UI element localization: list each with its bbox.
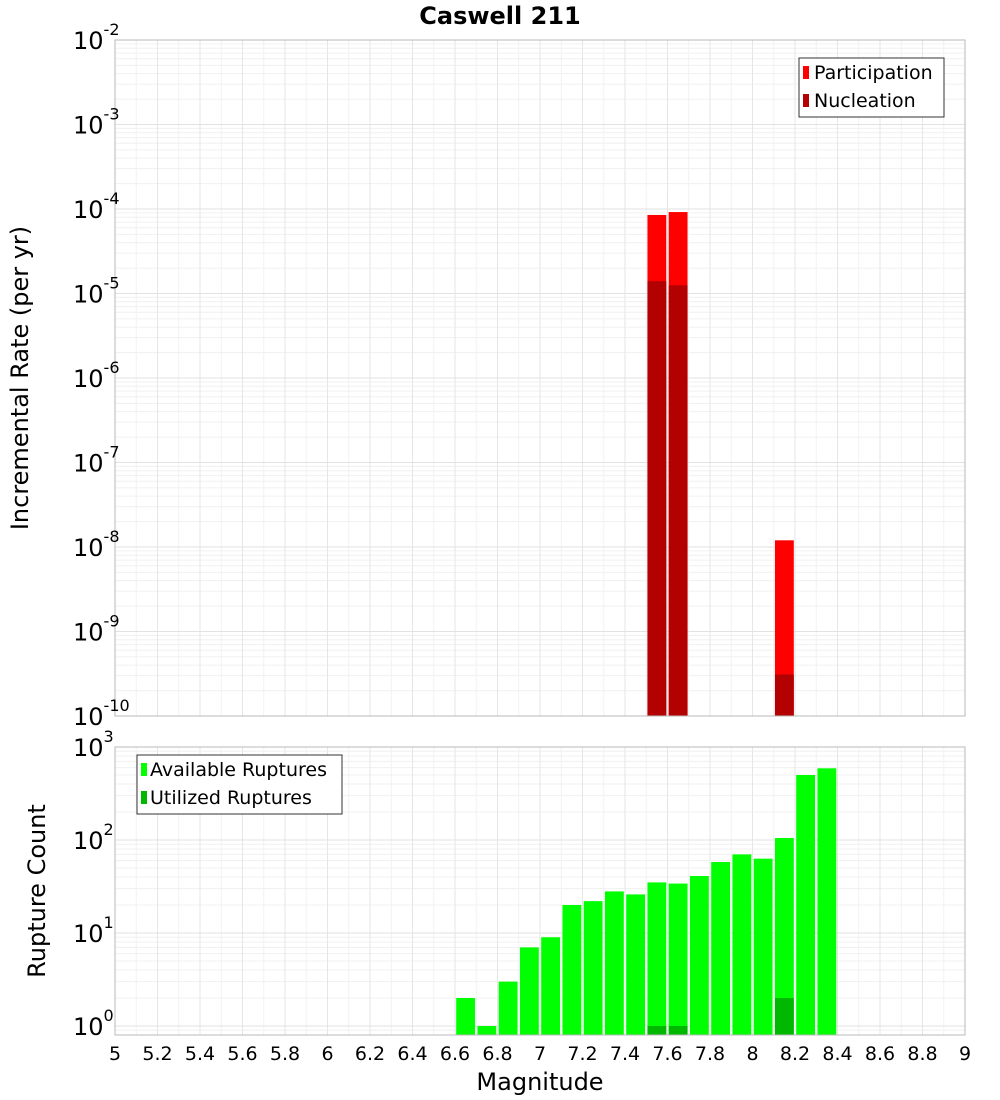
x-tick-label: 6	[321, 1043, 333, 1065]
bottom-y-ticks: 100 101 102 103	[73, 727, 114, 1041]
bar-available-ruptures	[711, 861, 731, 1035]
bar-available-ruptures	[774, 838, 794, 1035]
x-tick-label: 7.4	[610, 1043, 640, 1065]
y-tick-label: 10-5	[73, 274, 120, 309]
x-tick-label: 8.8	[907, 1043, 937, 1065]
y-tick-label: 10-7	[73, 443, 120, 478]
bar-available-ruptures	[668, 883, 688, 1035]
bar-available-ruptures	[647, 882, 667, 1035]
top-y-axis-label: Incremental Rate (per yr)	[6, 226, 34, 530]
y-tick-label: 10-6	[73, 358, 120, 393]
y-tick-label: 10-4	[73, 189, 120, 224]
bar-available-ruptures	[541, 937, 561, 1035]
x-tick-label: 8.2	[780, 1043, 810, 1065]
bar-nucleation	[774, 674, 794, 716]
top-bars	[647, 212, 794, 716]
x-tick-label: 5.4	[185, 1043, 215, 1065]
y-tick-label: 103	[73, 727, 114, 762]
x-tick-label: 8	[746, 1043, 758, 1065]
bar-available-ruptures	[456, 997, 476, 1035]
bottom-plot-frame	[114, 746, 966, 1036]
top-grid	[115, 39, 965, 717]
x-tick-label: 7.6	[652, 1043, 682, 1065]
y-tick-label: 10-8	[73, 527, 120, 562]
bottom-legend-box	[136, 754, 343, 815]
x-tick-label: 8.6	[865, 1043, 895, 1065]
y-tick-label: 100	[73, 1006, 114, 1041]
x-tick-label: 9	[959, 1043, 971, 1065]
bar-available-ruptures	[583, 901, 603, 1035]
bar-participation	[774, 540, 794, 716]
legend-label-available-ruptures: Available Ruptures	[150, 759, 327, 781]
top-legend: Participation Nucleation	[798, 57, 945, 118]
x-tick-label: 7	[534, 1043, 546, 1065]
bar-available-ruptures	[562, 904, 582, 1035]
x-tick-label: 8.4	[822, 1043, 852, 1065]
x-tick-label: 6.4	[397, 1043, 427, 1065]
legend-swatch-participation	[803, 66, 809, 79]
legend-swatch-utilized-ruptures	[141, 791, 147, 804]
top-y-ticks: 10-10 10-9 10-8 10-7 10-6 10-5 10-4 10-3 10-2	[73, 20, 130, 731]
x-tick-label: 6.2	[355, 1043, 385, 1065]
bar-available-ruptures	[626, 894, 646, 1035]
legend-swatch-available-ruptures	[141, 763, 147, 776]
x-tick-label: 7.8	[695, 1043, 725, 1065]
bottom-legend: Available Ruptures Utilized Ruptures	[136, 754, 343, 815]
legend-label-utilized-ruptures: Utilized Ruptures	[150, 787, 312, 809]
y-tick-label: 10-9	[73, 612, 120, 647]
bar-utilized-ruptures	[647, 1025, 667, 1035]
x-tick-label: 6.6	[440, 1043, 470, 1065]
bar-available-ruptures	[519, 947, 539, 1035]
y-tick-label: 10-3	[73, 105, 120, 140]
bar-utilized-ruptures	[668, 1025, 688, 1035]
bar-available-ruptures	[477, 1025, 497, 1035]
bottom-y-axis-label: Rupture Count	[23, 804, 51, 978]
top-plot-frame	[114, 39, 966, 717]
legend-label-participation: Participation	[814, 62, 933, 84]
x-tick-label: 5.2	[142, 1043, 172, 1065]
y-tick-label: 10-2	[73, 20, 120, 55]
y-tick-label: 101	[73, 913, 114, 948]
bar-nucleation	[668, 285, 688, 716]
bar-available-ruptures	[753, 858, 773, 1035]
bar-nucleation	[647, 281, 667, 716]
legend-label-nucleation: Nucleation	[814, 90, 916, 112]
bottom-bars	[456, 768, 837, 1035]
x-tick-label: 7.2	[567, 1043, 597, 1065]
y-tick-label: 102	[73, 820, 114, 855]
x-tick-label: 5.6	[227, 1043, 257, 1065]
x-tick-label: 6.8	[482, 1043, 512, 1065]
x-ticks: 5 5.2 5.4 5.6 5.8 6 6.2 6.4 6.6 6.8 7 7.2 7.4 7.6 7.8 8…	[109, 1043, 971, 1065]
y-tick-label: 10-10	[73, 696, 130, 731]
top-legend-box	[798, 57, 945, 118]
x-axis-label: Magnitude	[476, 1068, 603, 1096]
bar-utilized-ruptures	[774, 997, 794, 1035]
bar-available-ruptures	[689, 876, 709, 1035]
bar-available-ruptures	[796, 774, 816, 1035]
chart-title: Caswell 211	[419, 2, 580, 30]
legend-swatch-nucleation	[803, 94, 809, 107]
bar-available-ruptures	[604, 891, 624, 1035]
x-tick-label: 5	[109, 1043, 121, 1065]
bar-available-ruptures	[498, 981, 518, 1035]
bar-available-ruptures	[817, 768, 837, 1035]
bar-available-ruptures	[732, 854, 752, 1035]
x-tick-label: 5.8	[270, 1043, 300, 1065]
